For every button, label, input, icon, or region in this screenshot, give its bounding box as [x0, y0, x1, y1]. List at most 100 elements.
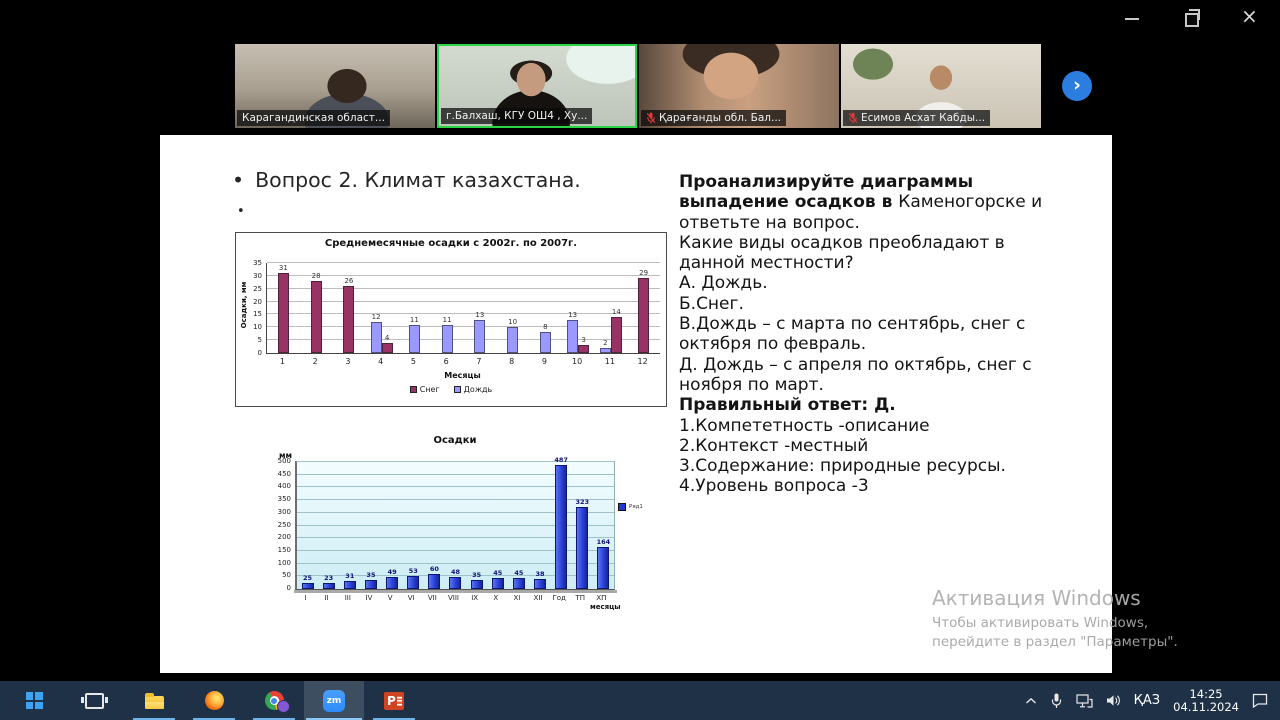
category-slot: 49 [382, 462, 403, 589]
bar [277, 273, 289, 353]
gridline [267, 262, 660, 263]
running-indicator [373, 717, 415, 720]
question-line-segment: 3.Содержание: природные ресурсы. [679, 456, 1006, 477]
bar-group: 26 [343, 277, 355, 353]
bar [539, 332, 551, 353]
gridline [297, 461, 614, 462]
category-slot: 2 14 [595, 263, 628, 353]
question-line-segment: Проанализируйте диаграммы [679, 172, 974, 192]
tray-volume-icon[interactable] [1106, 694, 1121, 707]
bar-group: 25 [301, 574, 314, 589]
gridline [267, 326, 660, 328]
tray-network-icon[interactable] [1076, 693, 1093, 708]
category-slot: 8 [529, 263, 562, 353]
y-tick-label: 250 [277, 520, 291, 529]
x-axis-label: месяцы [590, 603, 621, 611]
bar-group: 14 [610, 308, 622, 353]
category-slot: 60 [424, 462, 445, 589]
taskbar-app-zoom[interactable]: zm [304, 681, 364, 720]
bar-value-label: 14 [611, 308, 621, 316]
plot-area: 31 28 26 12 4 11 11 13 10 8 13 3 2 14 29 [266, 262, 660, 354]
bar-group: 31 [343, 572, 356, 589]
language-indicator[interactable]: ҚАЗ [1133, 693, 1161, 708]
x-tick-label: VII [427, 594, 437, 602]
slide-title-text: Вопрос 2. Климат казахстана. [255, 168, 581, 192]
taskbar-app-firefox[interactable] [184, 681, 244, 720]
x-tick-label: I [304, 594, 307, 602]
y-tick-label: 15 [253, 310, 262, 319]
gridline [267, 339, 660, 341]
y-tick-label: 450 [277, 469, 291, 478]
file-explorer-icon [144, 692, 164, 709]
bar-value-label: 11 [442, 315, 452, 324]
legend-item: Снег [409, 385, 440, 394]
bar-value-label: 48 [450, 567, 460, 576]
taskbar-app-chrome[interactable] [244, 681, 304, 720]
bar [534, 579, 547, 589]
participant-tile[interactable]: Карагандинская област... [235, 44, 435, 128]
y-tick-label: 5 [257, 336, 262, 345]
question-line-segment: выпадение осадков в [679, 192, 899, 213]
bar-value-label: 12 [371, 313, 381, 322]
bar-group: 164 [597, 538, 610, 589]
legend-swatch [618, 503, 626, 511]
category-slot: 45 [508, 462, 529, 589]
bar-group: 11 [441, 315, 453, 353]
bar [567, 319, 579, 353]
tray-chevron-up-icon[interactable] [1025, 697, 1037, 705]
taskbar-app-powerpoint[interactable]: P [364, 681, 424, 720]
category-slot: 12 4 [365, 263, 398, 353]
bar [578, 345, 590, 353]
taskbar-app-start[interactable] [4, 681, 64, 720]
x-tick-label: 11 [604, 357, 615, 366]
legend-label: Ряд1 [629, 504, 643, 510]
bar-value-label: 23 [324, 574, 334, 583]
taskbar-clock[interactable]: 14:25 04.11.2024 [1173, 686, 1239, 714]
category-slot: 25 [297, 462, 318, 589]
taskbar-app-file-explorer[interactable] [124, 681, 184, 720]
bar-group: 29 [638, 269, 650, 353]
close-button[interactable]: × [1241, 4, 1258, 28]
y-tick-label: 35 [253, 259, 262, 267]
question-line-segment: 4.Уровень вопроса -3 [679, 476, 869, 497]
gridline [297, 575, 614, 577]
y-tick-label: 20 [253, 297, 262, 306]
legend-swatch [409, 386, 417, 393]
participant-tile[interactable]: г.Балхаш, КГУ ОШ4 , Ху... [437, 44, 637, 128]
task-view-icon [80, 692, 108, 709]
bar-value-label: 487 [554, 456, 568, 465]
x-tick-label: 7 [476, 357, 482, 366]
x-tick-label: VI [407, 594, 415, 602]
next-participants-button[interactable]: › [1062, 71, 1092, 101]
bar-group: 10 [507, 318, 519, 353]
bar [370, 322, 382, 353]
tray-time: 14:25 [1189, 686, 1223, 701]
category-slot: 48 [445, 462, 466, 589]
bar-group: 3 [578, 336, 590, 353]
minimize-button[interactable] [1125, 18, 1139, 20]
taskbar: zm P ҚАЗ 14:25 04.11.2024 [0, 681, 1280, 720]
tray-microphone-icon[interactable] [1050, 693, 1063, 709]
category-slot: 13 [464, 263, 497, 353]
x-tick-label: XII [533, 594, 543, 602]
bar [474, 319, 486, 353]
y-tick-label: 10 [253, 323, 262, 332]
question-line-segment: Б.Снег. [679, 293, 744, 314]
bar [386, 576, 399, 589]
question-line-segment: ноября по март. [679, 374, 824, 395]
legend-swatch [453, 386, 461, 393]
taskbar-app-task-view[interactable] [64, 681, 124, 720]
category-slot: 11 [398, 263, 431, 353]
x-tick-label: V [387, 594, 393, 602]
action-center-icon[interactable] [1252, 693, 1268, 708]
bar [507, 327, 519, 353]
participant-name: Карагандинская област... [242, 112, 385, 124]
participant-tile[interactable]: Есимов Асхат Кабды... [841, 44, 1041, 128]
restore-button[interactable] [1185, 9, 1200, 27]
taskbar-apps: zm P [0, 681, 424, 720]
participant-tile[interactable]: Қарағанды обл. Бал... [639, 44, 839, 128]
y-tick-label: 350 [277, 495, 291, 504]
gridline [297, 486, 614, 488]
bar-group: 38 [534, 570, 547, 589]
